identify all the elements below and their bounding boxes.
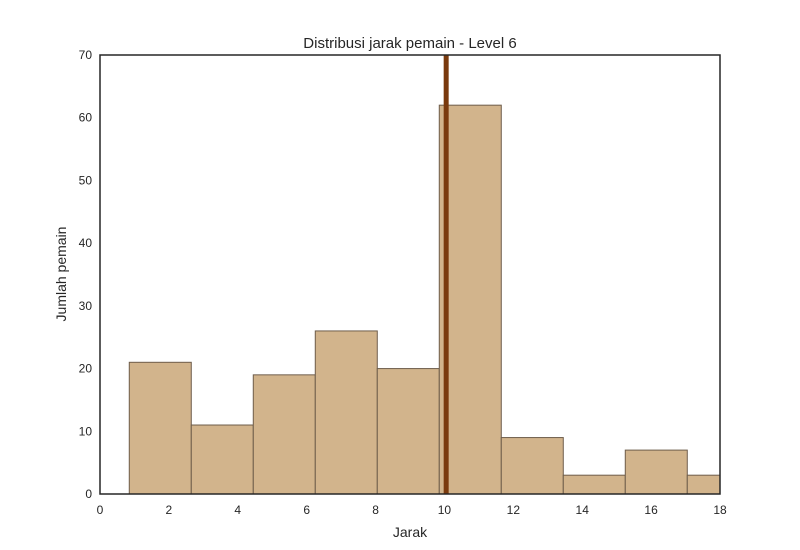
histogram-bar-4 — [314, 330, 378, 494]
x-tick-label: 16 — [644, 503, 658, 517]
histogram-bar-5 — [376, 368, 440, 494]
x-tick-label: 12 — [507, 503, 521, 517]
x-tick-label: 0 — [97, 503, 104, 517]
histogram-bars — [128, 104, 720, 494]
y-tick-label: 50 — [79, 173, 93, 187]
x-tick-label: 2 — [166, 503, 173, 517]
x-tick-label: 14 — [576, 503, 590, 517]
histogram-bar-2 — [190, 424, 254, 494]
y-tick-label: 70 — [79, 48, 93, 62]
y-tick-label: 20 — [79, 362, 93, 376]
y-tick-label: 30 — [79, 299, 93, 313]
histogram-bar-8 — [562, 474, 626, 494]
x-tick-label: 4 — [234, 503, 241, 517]
y-tick-label: 10 — [79, 424, 93, 438]
y-tick-label: 60 — [79, 111, 93, 125]
histogram-bar-1 — [128, 361, 192, 494]
histogram-bar-6 — [438, 104, 502, 494]
histogram-bar-3 — [252, 374, 316, 494]
histogram-bar-10 — [686, 474, 720, 494]
plot-frame — [99, 54, 721, 495]
x-tick-label: 10 — [438, 503, 452, 517]
histogram-bar-9 — [624, 449, 688, 494]
y-tick-label: 40 — [79, 236, 93, 250]
x-axis-label: Jarak — [393, 524, 428, 540]
y-axis-ticks: 0 10 20 30 40 50 60 70 — [79, 48, 93, 501]
y-axis-label: Jumlah pemain — [53, 227, 69, 322]
histogram-bar-7 — [500, 437, 564, 494]
x-axis-ticks: 0 2 4 6 8 10 12 14 16 18 — [97, 503, 727, 517]
x-tick-label: 18 — [713, 503, 727, 517]
chart-title: Distribusi jarak pemain - Level 6 — [303, 35, 516, 52]
y-tick-label: 0 — [85, 487, 92, 501]
plot-area — [99, 54, 721, 495]
x-tick-label: 6 — [303, 503, 310, 517]
x-tick-label: 8 — [372, 503, 379, 517]
